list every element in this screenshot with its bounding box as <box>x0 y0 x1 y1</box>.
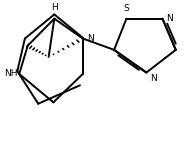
Text: N: N <box>88 34 94 43</box>
Text: N: N <box>166 14 173 23</box>
Text: N: N <box>150 74 157 83</box>
Text: S: S <box>124 4 129 13</box>
Text: NH: NH <box>4 69 17 79</box>
Text: H: H <box>51 3 58 12</box>
